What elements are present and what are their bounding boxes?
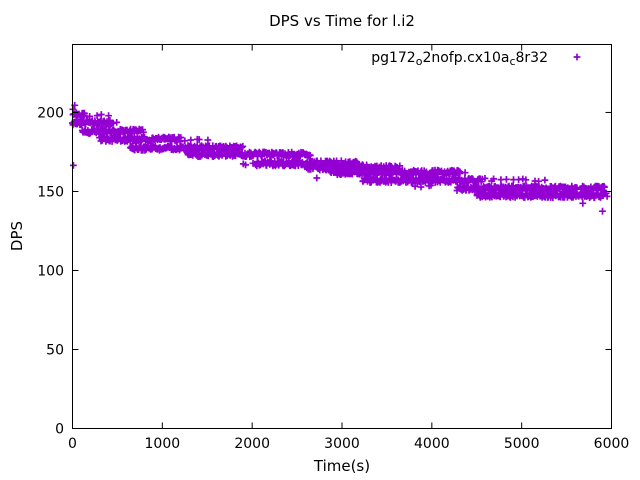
x-axis-label: Time(s) xyxy=(313,457,370,475)
legend-marker-plus-icon xyxy=(573,53,581,61)
axis-ticks xyxy=(72,44,612,429)
x-tick-label: 1000 xyxy=(145,436,181,452)
y-axis-label: DPS xyxy=(8,221,26,251)
series-points xyxy=(69,101,611,215)
y-tick-label: 100 xyxy=(37,263,64,279)
x-tick-label: 6000 xyxy=(594,436,630,452)
y-tick-label: 0 xyxy=(55,422,64,438)
x-tick-label: 3000 xyxy=(324,436,360,452)
y-tick-label: 50 xyxy=(46,342,64,358)
x-tick-label: 0 xyxy=(68,436,77,452)
chart-title: DPS vs Time for l.i2 xyxy=(269,12,415,30)
series-marker-path xyxy=(69,101,611,215)
y-tick-label: 150 xyxy=(37,184,64,200)
x-tick-labels: 0 1000 2000 3000 4000 5000 6000 xyxy=(68,436,629,452)
x-tick-label: 4000 xyxy=(414,436,450,452)
x-tick-label: 5000 xyxy=(504,436,540,452)
legend-label: pg172o2nofp.cx10ac8r32 xyxy=(371,50,548,68)
plot-border xyxy=(72,44,612,429)
legend: pg172o2nofp.cx10ac8r32 xyxy=(371,50,581,68)
y-tick-label: 200 xyxy=(37,105,64,121)
y-tick-labels: 0 50 100 150 200 xyxy=(37,105,64,437)
x-tick-label: 2000 xyxy=(234,436,270,452)
